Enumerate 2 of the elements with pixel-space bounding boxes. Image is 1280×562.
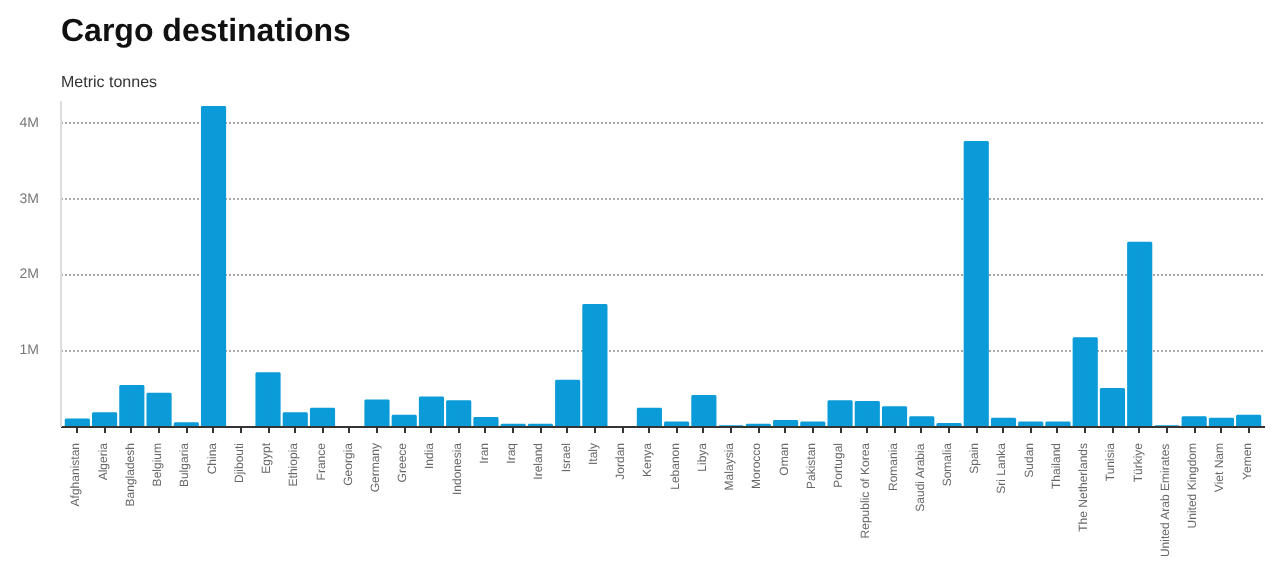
chart-title: Cargo destinations (61, 15, 352, 49)
chart-subtitle: Metric tonnes (61, 73, 158, 91)
